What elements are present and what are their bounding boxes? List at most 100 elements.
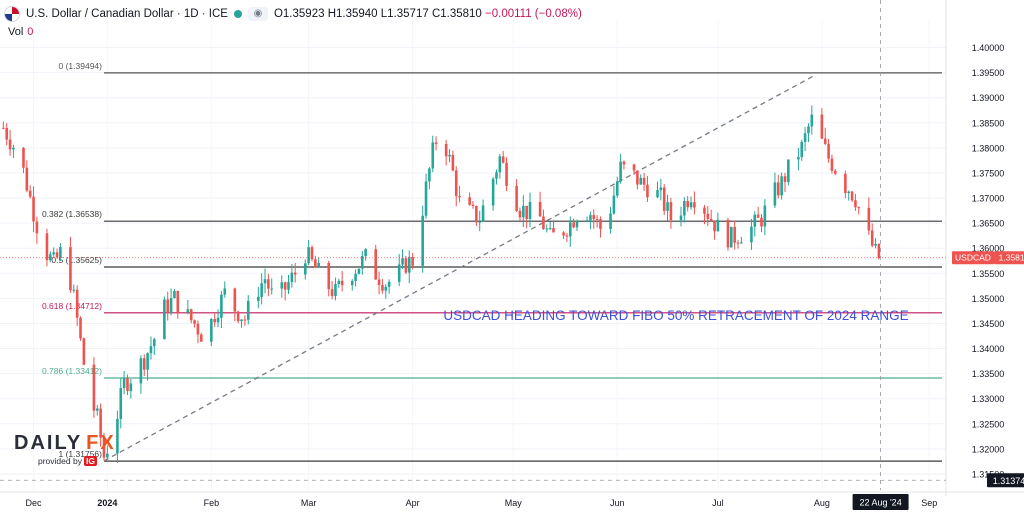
candle-body [196,323,200,335]
candle-body [149,346,153,354]
candle-body [830,158,834,171]
candle-body [471,204,475,206]
candle-body [760,217,763,227]
brand-name-right: FX [86,432,116,454]
candle [434,136,438,151]
candle [257,286,260,309]
candle [139,355,143,394]
candle [381,279,384,294]
candle [854,193,857,211]
price-tick-label: 1.36500 [972,219,1005,229]
candle-body [780,176,783,196]
candle [642,173,646,191]
candle [377,271,381,295]
candle-body [750,226,753,243]
candle-body [210,318,213,342]
candle [575,219,579,231]
candle-body [79,317,82,339]
candle [820,108,824,140]
candle-body [340,280,344,286]
candle [599,216,602,238]
candle-body [797,157,800,160]
candle [236,310,240,324]
candle [857,206,861,215]
candle-body [337,280,341,285]
candle-body [568,222,572,237]
time-tick-label: Sep [921,498,937,508]
ohlc-values: O1.35923 H1.35940 L1.35717 C1.35810 −0.0… [274,8,582,20]
candle-body [169,298,173,313]
candle [619,153,622,184]
time-tick-label: Apr [406,498,420,508]
candle [142,354,146,377]
candle [659,178,663,201]
candle-body [807,126,810,134]
candle-body [857,207,861,209]
candle-body [303,263,307,275]
candle [730,226,733,248]
candle [166,291,170,321]
candle [666,194,669,221]
candle [45,228,49,267]
candle-body [327,262,331,290]
candle [491,177,495,211]
candle-body [615,181,619,196]
candle-body [475,205,478,223]
candle-body [69,247,72,291]
candle-body [538,201,542,217]
candle [411,253,414,270]
candle-body [411,256,414,266]
candle [572,218,575,229]
price-tick-label: 1.40000 [972,43,1005,53]
candle [280,275,284,298]
candle [542,209,545,230]
symbol-title[interactable]: U.S. Dollar / Canadian Dollar · 1D · ICE [26,8,228,20]
candle-body [257,296,260,301]
candle-body [384,286,388,291]
grid [0,20,946,490]
crosshair-price-label: 1.31374 [993,476,1024,486]
eye-icon[interactable]: ◉ [247,7,268,21]
volume-legend: Vol 0 [8,26,33,38]
candle-body [458,196,461,198]
candle-body [25,167,29,191]
trend-line-dashed [103,74,816,462]
candle-body [753,214,757,227]
candle-body [622,161,626,165]
candle-body [72,289,76,291]
price-tag-label: 1.35810 [999,253,1024,263]
candle-body [736,242,740,244]
candle-body [246,300,250,320]
candle [501,150,505,164]
candle [340,271,344,292]
candle [552,220,555,233]
candle [713,220,716,240]
candle-body [307,247,310,264]
candle-body [377,279,381,286]
candle-body [92,364,96,411]
candle [525,205,528,229]
candle [303,259,307,280]
candle [870,223,874,248]
candle-body [59,247,62,258]
candle-body [877,243,881,259]
candle-body [693,202,696,208]
candle [116,410,119,464]
candle-body [404,258,408,273]
candle [585,216,589,223]
candle-body [730,226,733,248]
candle [146,352,149,381]
candle-body [397,264,401,282]
candle [776,175,780,199]
chart-annotation: USDCAD HEADING TOWARD FIBO 50% RETRACEME… [443,308,908,323]
candle-body [713,220,716,232]
candle [639,174,643,185]
candle [334,277,337,301]
candle [153,337,156,355]
candle [287,274,290,294]
candle-body [223,288,227,295]
candle [827,139,830,163]
candle-body [716,219,720,232]
candle-body [599,219,602,229]
